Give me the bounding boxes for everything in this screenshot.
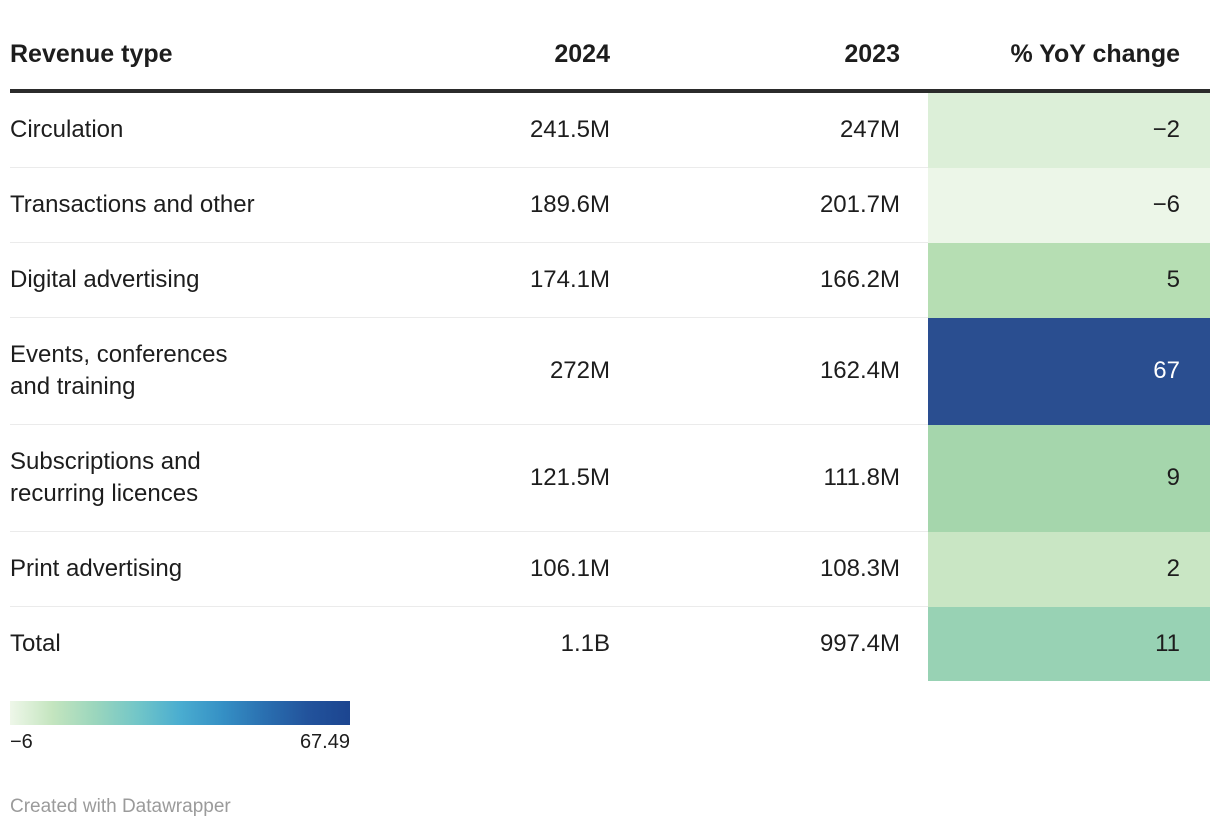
value-2023-cell: 997.4M bbox=[819, 630, 900, 657]
revenue-type-cell: Events, conferences and training bbox=[10, 317, 408, 425]
column-header-2024: 2024 bbox=[408, 40, 610, 93]
column-header-yoy-change: % YoY change bbox=[928, 40, 1210, 93]
table-header: Revenue type 2024 2023 % YoY change bbox=[10, 40, 1210, 93]
datawrapper-credit-link[interactable]: Created with Datawrapper bbox=[10, 796, 231, 817]
table-row: Events, conferences and training 272M 16… bbox=[10, 317, 1210, 425]
value-2024-cell: 1.1B bbox=[560, 630, 610, 657]
footer: Created with Datawrapper bbox=[10, 796, 1210, 818]
revenue-type-cell: Print advertising bbox=[10, 531, 408, 607]
column-header-2023: 2023 bbox=[610, 40, 928, 93]
table-row: Subscriptions and recurring licences 121… bbox=[10, 424, 1210, 532]
revenue-type-cell: Transactions and other bbox=[10, 167, 408, 243]
legend-min-label: −6 bbox=[10, 731, 33, 753]
yoy-change-cell: −2 bbox=[928, 91, 1210, 168]
value-2023-cell: 111.8M bbox=[610, 424, 928, 532]
yoy-change-cell: 5 bbox=[928, 242, 1210, 318]
value-2023-cell: 108.3M bbox=[610, 531, 928, 607]
table-row: Print advertising 106.1M 108.3M 2 bbox=[10, 531, 1210, 607]
value-2024-cell: 106.1M bbox=[408, 531, 610, 607]
revenue-table: Revenue type 2024 2023 % YoY change Circ… bbox=[10, 40, 1210, 681]
table-row: Circulation 241.5M 247M −2 bbox=[10, 91, 1210, 168]
legend-max-label: 67.49 bbox=[299, 731, 350, 753]
value-2023-cell: 247M bbox=[610, 91, 928, 168]
yoy-change-cell: 9 bbox=[928, 424, 1210, 532]
value-2023-cell: 166.2M bbox=[610, 242, 928, 318]
yoy-change-cell: 11 bbox=[928, 606, 1210, 681]
table-row: Digital advertising 174.1M 166.2M 5 bbox=[10, 242, 1210, 318]
revenue-type-cell: Subscriptions and recurring licences bbox=[10, 424, 408, 532]
table-row: Transactions and other 189.6M 201.7M −6 bbox=[10, 167, 1210, 243]
color-legend: −6 67.49 bbox=[10, 701, 350, 754]
revenue-type-cell: Circulation bbox=[10, 91, 408, 168]
header-row: Revenue type 2024 2023 % YoY change bbox=[10, 40, 1210, 93]
value-2024-cell: 121.5M bbox=[408, 424, 610, 532]
legend-labels: −6 67.49 bbox=[10, 731, 350, 754]
revenue-type-cell: Total bbox=[10, 630, 61, 657]
column-header-revenue-type: Revenue type bbox=[10, 40, 408, 93]
yoy-change-cell: −6 bbox=[928, 167, 1210, 243]
table-body: Circulation 241.5M 247M −2 Transactions … bbox=[10, 91, 1210, 681]
yoy-change-cell: 2 bbox=[928, 531, 1210, 607]
value-2024-cell: 241.5M bbox=[408, 91, 610, 168]
yoy-change-cell: 67 bbox=[928, 317, 1210, 425]
value-2024-cell: 174.1M bbox=[408, 242, 610, 318]
legend-gradient-bar bbox=[10, 701, 350, 725]
value-2023-cell: 162.4M bbox=[610, 317, 928, 425]
table-row: Total 1.1B 997.4M 11 bbox=[10, 606, 1210, 681]
revenue-type-cell: Digital advertising bbox=[10, 242, 408, 318]
value-2023-cell: 201.7M bbox=[610, 167, 928, 243]
value-2024-cell: 272M bbox=[408, 317, 610, 425]
value-2024-cell: 189.6M bbox=[408, 167, 610, 243]
